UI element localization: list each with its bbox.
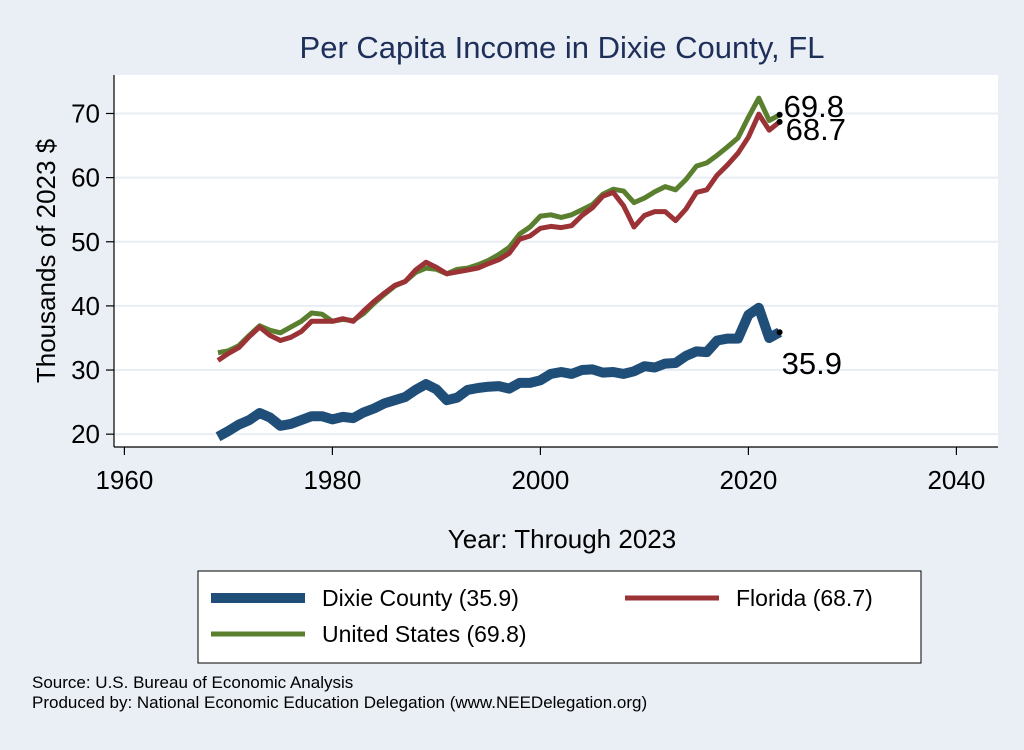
legend-label-us: United States (69.8) [322,621,527,647]
y-tick-label: 40 [71,291,100,321]
grid-lines [114,112,998,436]
end-point-marker [776,329,783,336]
legend-label-florida: Florida (68.7) [736,585,873,611]
axes: 20 30 40 50 60 70 1960 1980 2000 2020 2040 [71,75,998,495]
y-tick-label: 30 [71,355,100,385]
plot-area [114,75,998,447]
chart-title: Per Capita Income in Dixie County, FL [300,30,825,65]
y-tick-label: 20 [71,419,100,449]
series-line-0 [215,302,783,442]
end-value-label: 35.9 [782,346,842,381]
legend-box [197,570,922,664]
end-point-marker [776,111,783,118]
legend: Dixie County (35.9) Florida (68.7) Unite… [197,570,922,664]
series-line-1 [216,111,782,363]
legend-label-dixie: Dixie County (35.9) [322,585,519,611]
x-axis-label: Year: Through 2023 [448,524,676,554]
end-value-label: 69.8 [784,89,844,124]
source-note: Source: U.S. Bureau of Economic Analysis [32,673,353,692]
x-tick-label: 1960 [95,465,153,495]
y-axis-label: Thousands of 2023 $ [31,138,61,383]
x-tick-label: 1980 [303,465,361,495]
end-labels: 35.9 68.769.8 [776,89,846,381]
x-tick-label: 2020 [719,465,777,495]
y-tick-label: 50 [71,227,100,257]
series-line-2 [217,95,781,356]
produced-by-note: Produced by: National Economic Education… [32,693,647,712]
end-point-marker [776,118,783,125]
y-tick-label: 60 [71,163,100,193]
series-lines [215,95,783,442]
end-value-label: 68.7 [786,112,846,147]
x-tick-label: 2040 [927,465,985,495]
y-tick-label: 70 [71,98,100,128]
x-tick-label: 2000 [511,465,569,495]
